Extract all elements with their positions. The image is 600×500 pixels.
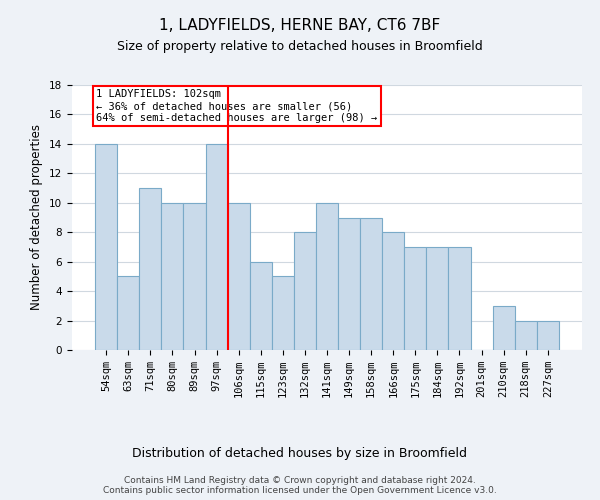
Bar: [537, 320, 559, 350]
Bar: [294, 232, 316, 350]
Bar: [117, 276, 139, 350]
Bar: [338, 218, 360, 350]
Bar: [161, 203, 184, 350]
Bar: [404, 247, 427, 350]
Bar: [206, 144, 227, 350]
Bar: [139, 188, 161, 350]
Bar: [272, 276, 294, 350]
Bar: [95, 144, 117, 350]
Text: Contains HM Land Registry data © Crown copyright and database right 2024.
Contai: Contains HM Land Registry data © Crown c…: [103, 476, 497, 495]
Bar: [184, 203, 206, 350]
Y-axis label: Number of detached properties: Number of detached properties: [31, 124, 43, 310]
Text: Size of property relative to detached houses in Broomfield: Size of property relative to detached ho…: [117, 40, 483, 53]
Bar: [360, 218, 382, 350]
Bar: [427, 247, 448, 350]
Bar: [316, 203, 338, 350]
Bar: [493, 306, 515, 350]
Text: Distribution of detached houses by size in Broomfield: Distribution of detached houses by size …: [133, 448, 467, 460]
Text: 1 LADYFIELDS: 102sqm
← 36% of detached houses are smaller (56)
64% of semi-detac: 1 LADYFIELDS: 102sqm ← 36% of detached h…: [96, 90, 377, 122]
Bar: [250, 262, 272, 350]
Bar: [382, 232, 404, 350]
Bar: [515, 320, 537, 350]
Text: 1, LADYFIELDS, HERNE BAY, CT6 7BF: 1, LADYFIELDS, HERNE BAY, CT6 7BF: [160, 18, 440, 32]
Bar: [448, 247, 470, 350]
Bar: [227, 203, 250, 350]
